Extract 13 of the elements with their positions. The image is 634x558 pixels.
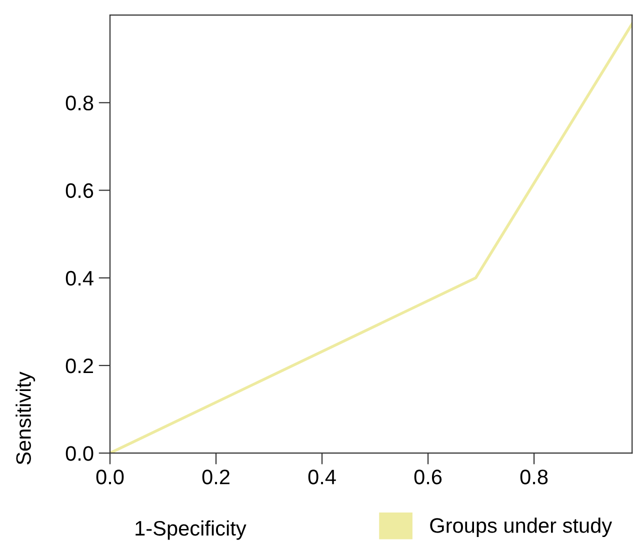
x-tick-label: 0.6 xyxy=(414,470,442,484)
y-tick-label: 0.0 xyxy=(66,446,94,461)
x-tick-label: 0.0 xyxy=(96,470,124,484)
y-tick-label: 0.2 xyxy=(66,358,93,374)
y-tick-label: 0.8 xyxy=(66,96,94,110)
x-axis-title: 1-Specificity xyxy=(136,520,246,540)
y-axis-title: Sensitivity xyxy=(16,372,36,464)
x-tick-label: 0.4 xyxy=(308,470,336,484)
y-tick-label: 0.4 xyxy=(66,270,94,286)
y-tick-label: 0.6 xyxy=(66,183,94,198)
x-tick-label: 0.8 xyxy=(520,470,548,484)
legend-label: Groups under study xyxy=(430,518,612,538)
x-tick-label: 0.2 xyxy=(202,470,230,484)
